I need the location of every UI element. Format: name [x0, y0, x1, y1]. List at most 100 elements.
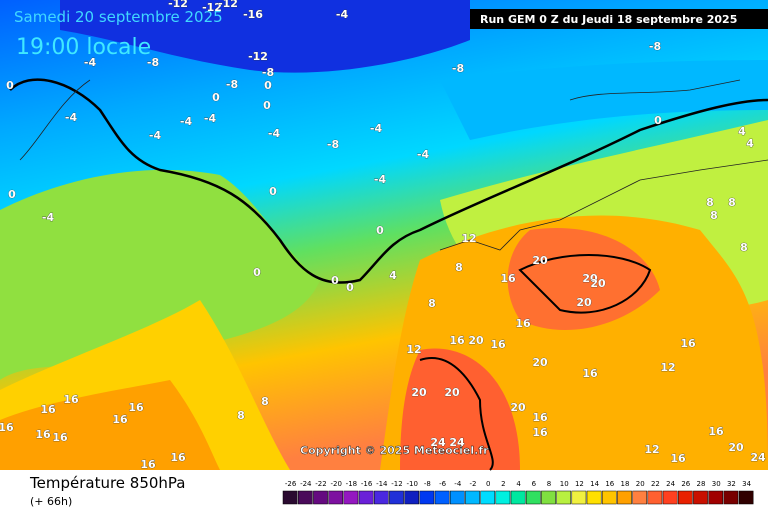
contour-label: -8	[327, 138, 339, 151]
contour-label: 8	[728, 196, 736, 209]
contour-label: 0	[654, 114, 662, 127]
contour-label: -4	[374, 173, 387, 186]
legend-swatch	[510, 490, 526, 505]
legend-label: 14	[590, 480, 599, 488]
contour-label: 16	[40, 403, 56, 416]
legend-label: -10	[406, 480, 417, 488]
legend-swatch	[525, 490, 541, 505]
contour-label: 20	[582, 272, 598, 285]
contour-label: 8	[237, 409, 245, 422]
contour-label: -4	[417, 148, 430, 161]
legend-label: 20	[636, 480, 645, 488]
legend-label: 8	[547, 480, 551, 488]
contour-label: -4	[204, 112, 217, 125]
contour-label: 24	[430, 436, 446, 449]
contour-label: -4	[65, 111, 78, 124]
legend-label: -22	[315, 480, 326, 488]
time: 19:00 locale	[16, 35, 151, 60]
contour-label: 20	[411, 386, 427, 399]
contour-label: -4	[370, 122, 383, 135]
contour-label: -12	[202, 1, 222, 14]
legend-swatch	[465, 490, 480, 505]
contour-label: 12	[461, 232, 476, 245]
contour-label: -4	[84, 56, 97, 69]
contour-label: 8	[710, 209, 718, 222]
contour-label: 0	[263, 99, 271, 112]
footer-title: Température 850hPa	[29, 474, 186, 492]
legend-swatch	[358, 490, 374, 505]
legend-swatch	[601, 490, 617, 505]
legend-label: 6	[532, 480, 537, 488]
contour-label: 8	[261, 395, 269, 408]
legend-swatch	[708, 490, 724, 505]
contour-label: -8	[262, 66, 274, 79]
legend-swatch	[693, 490, 708, 505]
contour-label: -12	[248, 50, 268, 63]
legend-swatch	[632, 490, 648, 505]
legend: -26 -24 -22 -20 -18 -16 -14 -12 -10 -8 -6 -4 -2 0 2 4 6 8…	[282, 480, 754, 505]
contour-label: 8	[455, 261, 463, 274]
legend-swatch	[723, 490, 739, 505]
legend-swatch	[313, 490, 328, 505]
contour-label: 24	[750, 451, 766, 464]
contour-label: -4	[42, 211, 55, 224]
contour-label: 20	[444, 386, 460, 399]
legend-label: 16	[605, 480, 614, 488]
contour-label: -16	[243, 8, 263, 21]
legend-label: 26	[681, 480, 690, 488]
contour-label: 8	[740, 241, 748, 254]
legend-label: 22	[651, 480, 660, 488]
contour-label: 4	[389, 269, 397, 282]
legend-label: 0	[486, 480, 490, 488]
legend-swatch	[404, 490, 420, 505]
isotherm	[518, 254, 652, 314]
contour-label: 24	[449, 436, 465, 449]
contour-label: -8	[147, 56, 159, 69]
field-band	[440, 60, 768, 140]
legend-label: -20	[330, 480, 341, 488]
contour-label: -8	[452, 62, 464, 75]
field-band	[0, 169, 320, 380]
contour-label: 0	[8, 188, 16, 201]
zero-isotherm	[9, 78, 768, 284]
contour-label: 20	[590, 277, 606, 290]
contour-label: 16	[515, 317, 531, 330]
warm-core	[507, 228, 660, 330]
contour-label: 0	[264, 79, 272, 92]
contour-label: 16	[490, 338, 506, 351]
contour-label: 12	[406, 343, 421, 356]
contour-label: 16	[708, 425, 724, 438]
coastline	[439, 159, 768, 251]
legend-label: -14	[376, 480, 388, 488]
legend-label: -26	[285, 480, 297, 488]
legend-label: 34	[742, 480, 751, 488]
contour-label: 16	[63, 393, 79, 406]
field-band	[0, 380, 220, 470]
contour-label: -4	[180, 115, 193, 128]
contour-label: 16	[500, 272, 516, 285]
contour-label: 16	[52, 431, 68, 444]
contour-label: 0	[346, 281, 354, 294]
contour-label: 16	[170, 451, 186, 464]
contour-label: 20	[510, 401, 526, 414]
contour-label: 0	[331, 274, 339, 287]
legend-swatch	[328, 490, 344, 505]
contour-label: 20	[532, 356, 548, 369]
cold-core	[60, 0, 470, 73]
map	[0, 0, 768, 471]
contour-label: 8	[706, 196, 714, 209]
contour-label: 12	[660, 361, 675, 374]
legend-swatch	[495, 490, 511, 505]
contour-label: 4	[738, 125, 746, 138]
contour-label: 16	[680, 337, 696, 350]
contour-label: 0	[253, 266, 261, 279]
legend-swatch	[297, 490, 313, 505]
contour-label: 20	[532, 254, 548, 267]
contour-label: 16	[0, 421, 14, 434]
contour-label: 0	[212, 91, 220, 104]
contour-label: 16	[532, 411, 548, 424]
contour-label: 16	[670, 452, 686, 465]
contour-label: 16	[449, 334, 465, 347]
legend-label: 18	[621, 480, 630, 488]
